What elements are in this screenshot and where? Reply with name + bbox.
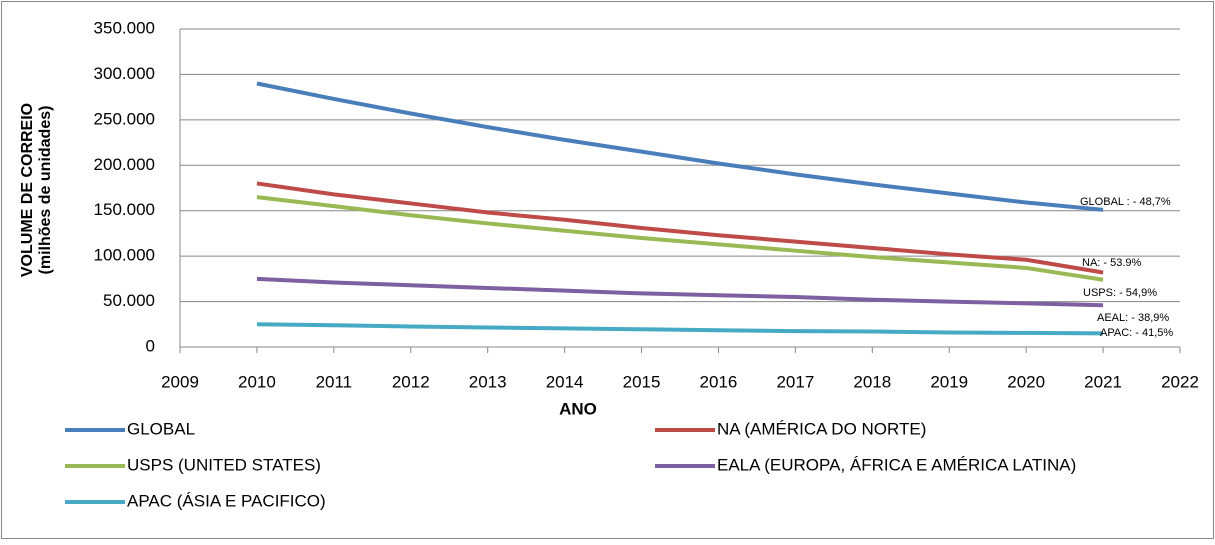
series-line xyxy=(256,322,1104,336)
series-line xyxy=(256,81,1104,212)
series-line xyxy=(256,181,1104,275)
y-tick-label: 350.000 xyxy=(94,18,155,37)
legend-label: USPS (UNITED STATES) xyxy=(127,455,321,474)
y-axis-label: VOLUME DE CORREIO xyxy=(19,103,36,277)
x-tick-label: 2014 xyxy=(546,372,584,391)
legend-label: APAC (ÁSIA E PACIFICO) xyxy=(127,491,326,510)
series-line xyxy=(256,276,1104,308)
y-tick-label: 150.000 xyxy=(94,200,155,219)
x-axis-label: ANO xyxy=(559,399,597,418)
y-tick-label: 300.000 xyxy=(94,64,155,83)
y-axis-label: (milhões de unidades) xyxy=(37,106,54,275)
y-tick-label: 200.000 xyxy=(94,155,155,174)
x-tick-label: 2010 xyxy=(238,372,276,391)
y-tick-label: 250.000 xyxy=(94,109,155,128)
y-tick-label: 0 xyxy=(146,336,155,355)
x-tick-label: 2012 xyxy=(392,372,430,391)
x-tick-label: 2021 xyxy=(1084,372,1122,391)
legend-label: EALA (EUROPA, ÁFRICA E AMÉRICA LATINA) xyxy=(717,455,1076,474)
annotation: APAC: - 41,5% xyxy=(1100,327,1173,339)
x-tick-label: 2018 xyxy=(853,372,891,391)
x-tick-label: 2013 xyxy=(469,372,507,391)
legend-label: NA (AMÉRICA DO NORTE) xyxy=(717,419,926,438)
annotation: USPS: - 54,9% xyxy=(1083,287,1157,299)
series-line xyxy=(256,195,1104,282)
x-tick-label: 2019 xyxy=(930,372,968,391)
y-tick-label: 100.000 xyxy=(94,246,155,265)
annotation: GLOBAL : - 48,7% xyxy=(1080,196,1171,208)
annotation: AEAL: - 38,9% xyxy=(1097,312,1169,324)
legend-label: GLOBAL xyxy=(127,419,195,438)
annotation: NA: - 53.9% xyxy=(1082,257,1142,269)
x-tick-label: 2009 xyxy=(161,372,199,391)
x-tick-label: 2016 xyxy=(700,372,738,391)
x-tick-label: 2015 xyxy=(623,372,661,391)
y-tick-label: 50.000 xyxy=(103,291,155,310)
x-tick-label: 2022 xyxy=(1161,372,1199,391)
x-tick-label: 2020 xyxy=(1007,372,1045,391)
x-tick-label: 2017 xyxy=(776,372,814,391)
x-tick-label: 2011 xyxy=(316,372,353,391)
